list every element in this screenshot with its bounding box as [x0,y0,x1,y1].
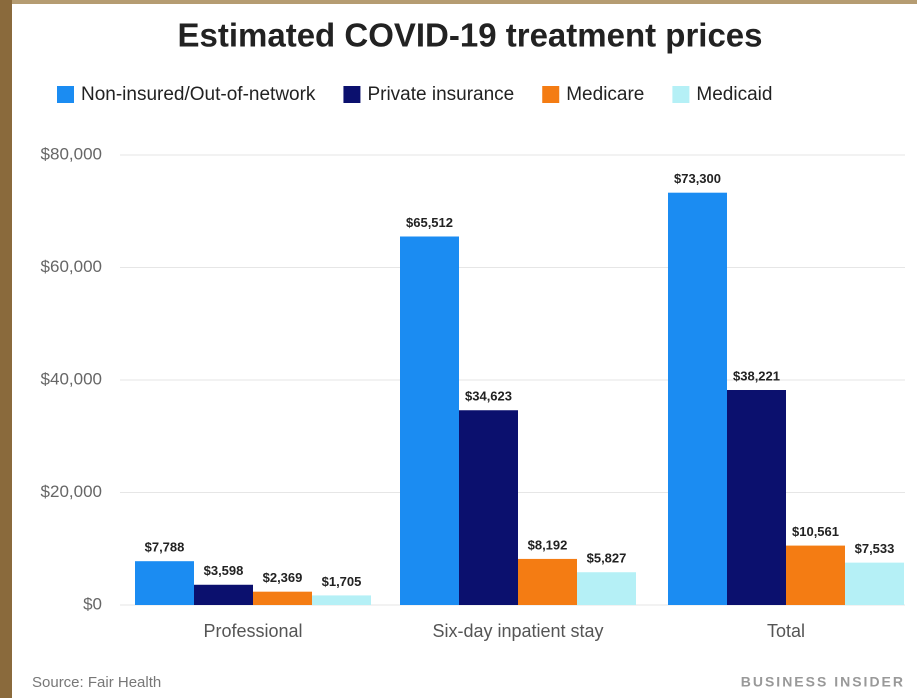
source: Source: Fair Health [32,674,161,691]
legend-label: Medicare [566,84,644,105]
bar [845,562,904,605]
bar [786,545,845,605]
legend-swatch [542,86,560,103]
bar [577,572,636,605]
value-label: $1,705 [322,574,362,589]
y-tick-label: $60,000 [41,257,102,276]
value-label: $7,533 [855,541,895,556]
legend-swatch [57,86,74,103]
y-tick-label: $20,000 [41,482,102,501]
y-tick-label: $80,000 [41,144,102,163]
bar [194,584,253,605]
legend-label: Non-insured/Out-of-network [81,84,316,105]
bar [135,561,194,605]
value-label: $73,300 [674,171,721,186]
value-label: $5,827 [587,551,627,566]
value-label: $10,561 [792,524,839,539]
x-tick-label: Six-day inpatient stay [432,621,603,641]
value-label: $8,192 [528,537,568,552]
bar [312,595,371,605]
legend-swatch [343,86,361,103]
legend-label: Medicaid [696,84,772,105]
value-label: $38,221 [733,368,780,383]
background-photo [0,0,12,698]
x-tick-label: Professional [203,621,302,641]
legend: Non-insured/Out-of-network Private insura… [57,84,772,105]
brand: BUSINESS INSIDER [741,674,905,690]
bar [400,236,459,605]
bar [518,558,577,605]
value-label: $65,512 [406,215,453,230]
legend-label: Private insurance [367,84,514,105]
bar [459,410,518,605]
y-tick-label: $0 [83,594,102,613]
bar [668,192,727,605]
chart-title: Estimated COVID-19 treatment prices [177,17,762,54]
legend-swatch [672,86,690,103]
value-label: $34,623 [465,389,512,404]
bar [727,390,786,605]
value-label: $7,788 [145,540,185,555]
bar [253,591,312,605]
x-tick-label: Total [767,621,805,641]
value-label: $2,369 [263,570,303,585]
value-label: $3,598 [204,563,244,578]
y-tick-label: $40,000 [41,369,102,388]
